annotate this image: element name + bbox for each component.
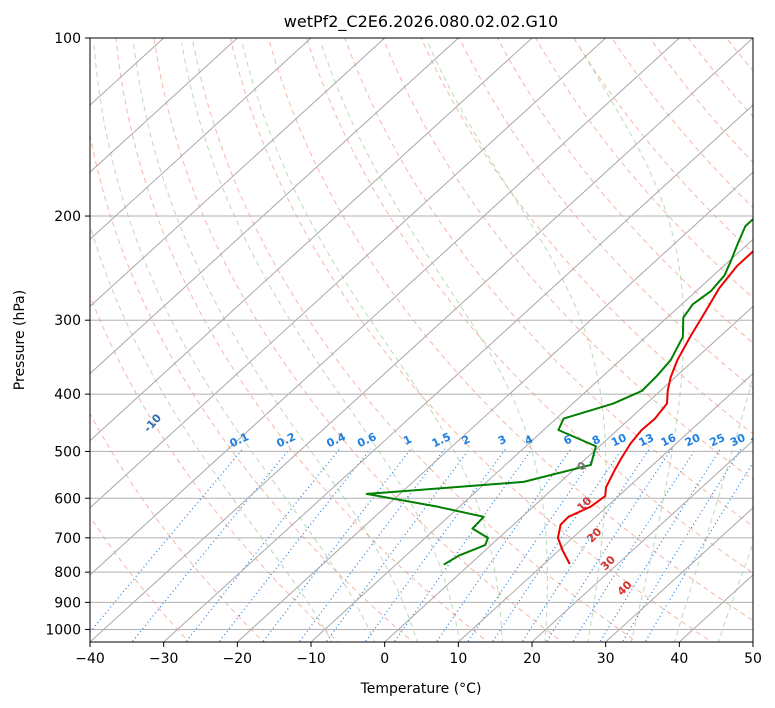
plot-frame <box>89 37 754 643</box>
temperature-profile-line <box>556 250 753 565</box>
mixing-ratio-line <box>521 448 651 642</box>
dry-adiabat-line <box>496 38 753 344</box>
x-tick-label: 0 <box>380 651 389 667</box>
isopleth-labels: 0.10.20.40.611.52346810131620253036-100-… <box>90 389 769 599</box>
mixing-ratio-label: 20 <box>683 431 703 449</box>
mixing-ratio-line <box>491 448 623 642</box>
mixing-ratio-label: 25 <box>708 431 727 449</box>
mixing-ratio-label: 10 <box>609 431 629 449</box>
isotherm-line <box>90 38 681 576</box>
moist-adiabat-line <box>181 43 461 642</box>
dry-adiabat-line <box>90 294 339 642</box>
x-tick-label: 40 <box>670 651 688 667</box>
isotherm-line <box>531 439 753 642</box>
moist-adiabat-line <box>241 42 503 642</box>
y-tick-label: 500 <box>54 444 81 460</box>
dry-adiabat-line <box>458 38 753 389</box>
x-tick-label: 10 <box>449 651 467 667</box>
y-tick-label: 200 <box>54 209 81 225</box>
x-tick-label: 30 <box>597 651 615 667</box>
isotherm-line <box>90 38 607 509</box>
isobars <box>90 38 753 630</box>
mixing-ratio-label: 16 <box>659 431 679 449</box>
mixing-ratio-line <box>298 448 446 642</box>
y-tick-label: 300 <box>54 313 81 329</box>
y-tick-label: 800 <box>54 565 81 581</box>
mixing-ratio-line <box>435 448 572 642</box>
isotherm-line <box>310 238 753 642</box>
isotherm-line <box>90 38 239 173</box>
y-tick-label: 900 <box>54 595 81 611</box>
isotherm-line <box>90 38 312 241</box>
isotherm-line <box>90 38 533 442</box>
axes: −40 −30 −20 −10 0 10 20 30 40 50 100 200 300 400 500 60… <box>45 31 762 667</box>
isotherm-line <box>604 507 753 642</box>
dry-adiabat-line <box>267 38 753 622</box>
isotherm-line <box>90 38 386 308</box>
isotherm-line <box>162 104 753 642</box>
dry-adiabat-line <box>344 38 753 527</box>
y-axis-label: Pressure (hPa) <box>12 290 28 390</box>
mixing-ratio-line <box>185 448 341 642</box>
profiles <box>365 217 753 566</box>
chart-title: wetPf2_C2E6.2026.080.02.02.G10 <box>284 12 558 32</box>
isotherm-line <box>236 171 753 642</box>
dry-adiabat-line <box>153 38 564 642</box>
y-tick-label: 100 <box>54 31 81 47</box>
isotherm-line <box>457 372 753 642</box>
x-axis-label: Temperature (°C) <box>360 681 482 697</box>
y-tick-label: 600 <box>54 491 81 507</box>
x-tick-label: −30 <box>149 651 179 667</box>
mixing-ratio-label: 13 <box>637 431 656 449</box>
y-tick-label: 400 <box>54 387 81 403</box>
x-tick-label: 50 <box>744 651 762 667</box>
mixing-ratio-label: 30 <box>728 431 748 449</box>
mixing-ratio-label: 36 <box>749 431 769 449</box>
mixing-ratio-line <box>572 448 697 642</box>
x-tick-label: −40 <box>75 651 105 667</box>
x-tick-label: 20 <box>523 651 541 667</box>
mixing-ratio-line <box>90 448 244 634</box>
mixing-ratio-line <box>621 448 742 642</box>
dewpoint-profile-line <box>365 217 753 566</box>
moist-adiabat-line <box>576 42 685 642</box>
dry-adiabat-line <box>306 38 753 574</box>
y-tick-label: 1000 <box>45 622 81 638</box>
isotherm-line <box>90 38 753 642</box>
x-tick-label: −10 <box>296 651 326 667</box>
mixing-ratio-line <box>218 448 371 642</box>
isotherm-line <box>383 305 753 642</box>
isotherm-line <box>90 38 460 375</box>
x-tick-label: −20 <box>223 651 253 667</box>
isotherms <box>90 38 753 642</box>
y-tick-label: 700 <box>54 531 81 547</box>
moist-adiabat-line <box>320 42 548 642</box>
mixing-ratio-line <box>545 448 673 642</box>
